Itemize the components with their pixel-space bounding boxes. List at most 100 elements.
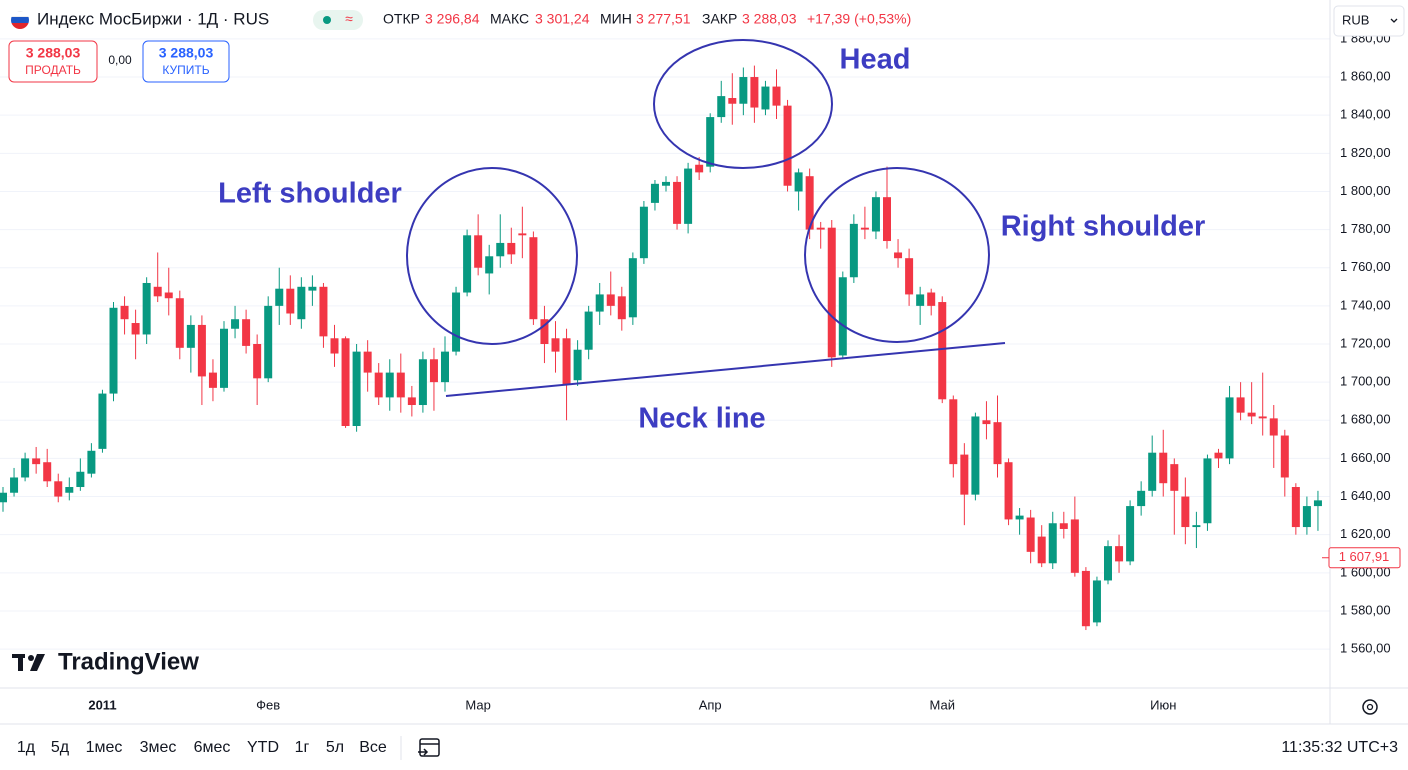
range-button[interactable]: 3мес (140, 739, 177, 756)
logo-mark (12, 654, 45, 671)
candle-body (1104, 546, 1112, 581)
range-toolbar: 1д 5д 1мес 3мес 6мес YTD 1г 5л Все (17, 739, 387, 756)
sell-label: ПРОДАТЬ (25, 63, 81, 77)
logo-text: TradingView (58, 648, 199, 675)
candle-body (894, 252, 903, 259)
status-pill[interactable] (313, 10, 363, 30)
candle-body (1203, 458, 1212, 524)
candle-body (352, 351, 361, 426)
y-tick-label: 1 760,00 (1340, 259, 1391, 274)
annotation: Head (840, 44, 911, 76)
candle-body (220, 328, 228, 388)
right-shoulder-circle (804, 167, 990, 343)
candle-body (76, 471, 85, 488)
candle-body (1291, 487, 1300, 528)
candle-body (805, 176, 814, 230)
buy-label: КУПИТЬ (162, 63, 209, 77)
candle-body (662, 181, 670, 186)
candle-body (98, 393, 107, 449)
candle-body (827, 227, 836, 358)
candle-body (938, 302, 947, 400)
candle-body (54, 481, 63, 497)
candle-body (286, 288, 295, 314)
chevron (1390, 18, 1398, 23)
candle-body (186, 324, 195, 348)
candle-body (717, 96, 726, 118)
candle-body (695, 164, 704, 173)
candle-body (120, 305, 129, 320)
range-button[interactable]: YTD (247, 739, 279, 756)
candle-body (452, 292, 461, 352)
last-price-label: 1 607,91 (1339, 549, 1390, 564)
settings-icon[interactable] (1362, 699, 1378, 715)
market-status (323, 16, 331, 24)
candle-body (407, 397, 416, 406)
range-button[interactable]: 5д (51, 739, 70, 756)
range-button[interactable]: Все (359, 739, 387, 756)
y-tick-label: 1 660,00 (1340, 450, 1391, 465)
spread: 0,00 (108, 53, 132, 67)
candle-body (474, 235, 483, 268)
range-button[interactable]: 5л (326, 739, 344, 756)
x-tick-label: Апр (699, 697, 722, 712)
range-button[interactable]: 6мес (194, 739, 231, 756)
candle-body (1181, 496, 1190, 528)
candle-body (21, 458, 30, 478)
candle-body (606, 294, 615, 306)
candle-body (540, 319, 549, 344)
ohlc-value: 3 277,51 (636, 11, 691, 27)
y-tick-label: 1 860,00 (1340, 68, 1391, 83)
candle-body (584, 311, 593, 350)
left-shoulder-circle (406, 167, 578, 345)
candle-body (628, 258, 637, 318)
sell-button[interactable] (8, 40, 98, 83)
range-button[interactable]: 1д (17, 739, 36, 756)
candle-body (750, 77, 759, 108)
symbol-title: Индекс МосБиржи · 1Д · RUS (37, 9, 269, 28)
candle-body (617, 296, 626, 320)
candle-body (1037, 536, 1046, 564)
candle-body (783, 105, 792, 186)
candle-body (385, 372, 394, 398)
candle-body (496, 242, 505, 257)
candle-body (673, 181, 682, 224)
candle-body (860, 227, 869, 230)
y-tick-label: 1 800,00 (1340, 183, 1391, 198)
candle-body (849, 223, 858, 278)
x-tick-label: Июн (1150, 697, 1176, 712)
range-button[interactable]: 1г (295, 739, 310, 756)
candle-body (639, 206, 648, 259)
candle-body (916, 294, 925, 306)
candle-body (1280, 435, 1289, 478)
candle-body (0, 492, 7, 503)
range-button[interactable]: 1мес (86, 739, 123, 756)
candle-body (418, 359, 427, 406)
candle-body (1302, 506, 1311, 528)
candle-body (551, 338, 560, 352)
candle-body (1115, 546, 1124, 562)
candle-body (197, 324, 206, 377)
date-range-icon[interactable] (418, 738, 440, 757)
annotation: Left shoulder (218, 178, 402, 210)
candle-body (529, 237, 538, 320)
buy-price: 3 288,03 (159, 45, 214, 61)
candle-body (363, 351, 372, 373)
candle-body (1214, 452, 1223, 459)
candle-body (982, 420, 991, 425)
ohlc-value: 3 301,24 (535, 11, 590, 27)
candle-body (308, 286, 317, 291)
price-axis: 1 560,001 580,001 600,001 620,001 640,00… (1340, 30, 1391, 655)
candle-body (1070, 519, 1079, 573)
candle-body (739, 77, 748, 104)
y-tick-label: 1 620,00 (1340, 526, 1391, 541)
candle-body (927, 292, 936, 306)
sell-price: 3 288,03 (26, 45, 81, 61)
currency-select[interactable] (1333, 5, 1405, 37)
buy-button[interactable] (142, 40, 230, 83)
candle-body (319, 286, 328, 337)
candle-body (87, 450, 96, 474)
candle-body (1258, 416, 1267, 419)
candle-body (43, 462, 52, 482)
x-tick-label: Мар (465, 697, 490, 712)
